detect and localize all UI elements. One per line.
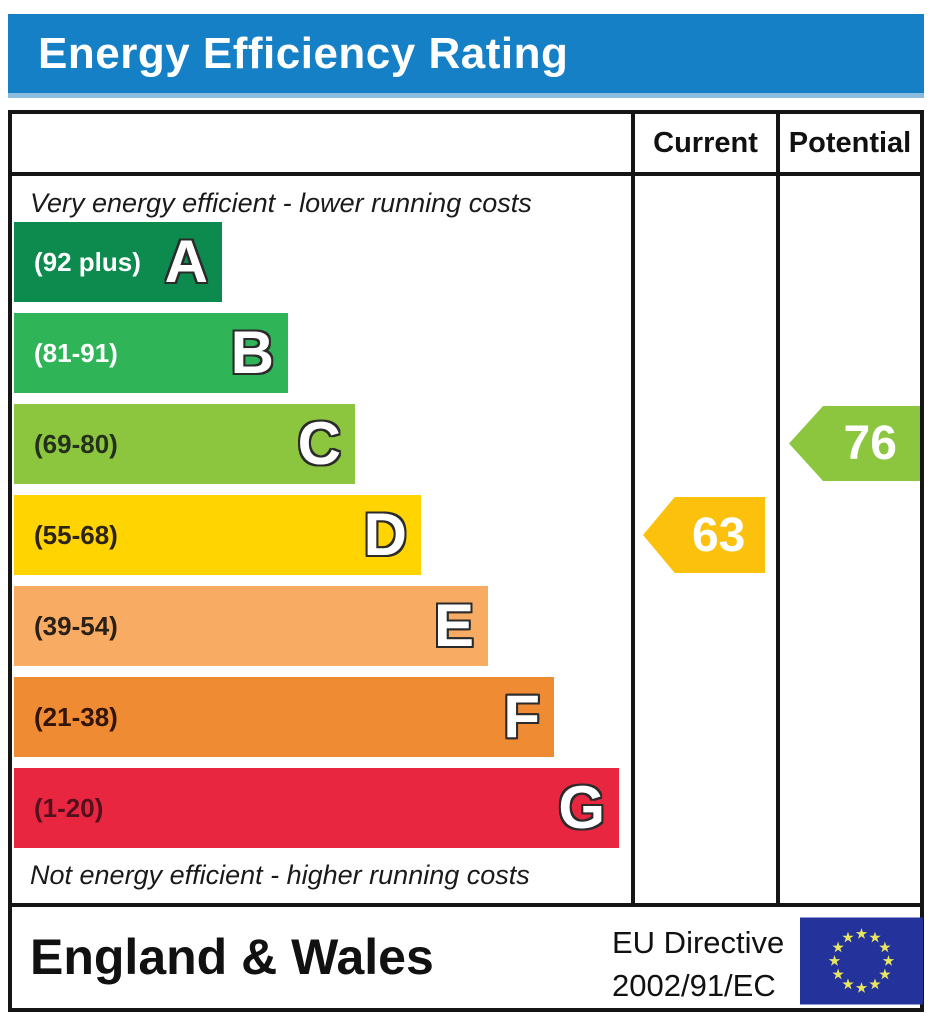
band-row-d: (55-68) D bbox=[14, 495, 421, 575]
top-note: Very energy efficient - lower running co… bbox=[30, 188, 532, 218]
band-letter: D bbox=[363, 501, 407, 568]
band-letter: B bbox=[230, 319, 274, 386]
band-row-b: (81-91) B bbox=[14, 313, 288, 393]
bottom-note: Not energy efficient - higher running co… bbox=[30, 860, 530, 890]
potential-rating-value: 76 bbox=[843, 417, 897, 470]
band-letter: E bbox=[433, 592, 474, 659]
band-row-g: (1-20) G bbox=[14, 768, 619, 848]
column-divider-potential bbox=[776, 110, 780, 907]
band-range-label: (55-68) bbox=[34, 519, 118, 550]
band-row-a: (92 plus) A bbox=[14, 222, 222, 302]
column-divider-current bbox=[631, 110, 635, 907]
band-range-label: (39-54) bbox=[34, 610, 118, 641]
band-range-label: (21-38) bbox=[34, 701, 118, 732]
header-row-divider bbox=[8, 172, 924, 176]
potential-rating-arrow: 76 bbox=[789, 406, 920, 481]
band-letter: F bbox=[503, 683, 540, 750]
column-header-potential: Potential bbox=[788, 126, 912, 159]
band-letter: G bbox=[558, 774, 605, 841]
band-range-label: (69-80) bbox=[34, 428, 118, 459]
eu-flag-stars bbox=[828, 928, 895, 993]
footer-row-divider bbox=[8, 903, 924, 907]
band-range-label: (1-20) bbox=[34, 792, 104, 823]
eu-directive-line2: 2002/91/EC bbox=[612, 967, 776, 1003]
band-letter: C bbox=[297, 410, 341, 477]
title-bar: Energy Efficiency Rating bbox=[8, 14, 924, 98]
band-letter: A bbox=[164, 228, 208, 295]
band-row-f: (21-38) F bbox=[14, 677, 554, 757]
band-row-e: (39-54) E bbox=[14, 586, 488, 666]
eu-directive-text: EU Directive 2002/91/EC bbox=[612, 922, 797, 1008]
band-range-label: (81-91) bbox=[34, 337, 118, 368]
band-row-c: (69-80) C bbox=[14, 404, 355, 484]
eu-flag-icon bbox=[800, 917, 923, 1005]
current-rating-value: 63 bbox=[691, 508, 746, 562]
rating-table-frame bbox=[8, 110, 924, 1012]
rating-bands: (92 plus) A (81-91) B (69-80) C (55-68) … bbox=[14, 222, 619, 848]
column-header-current: Current bbox=[653, 126, 758, 159]
region-label: England & Wales bbox=[30, 929, 434, 985]
page-title: Energy Efficiency Rating bbox=[38, 28, 569, 78]
band-range-label: (92 plus) bbox=[34, 246, 141, 277]
eu-directive-line1: EU Directive bbox=[612, 925, 785, 960]
